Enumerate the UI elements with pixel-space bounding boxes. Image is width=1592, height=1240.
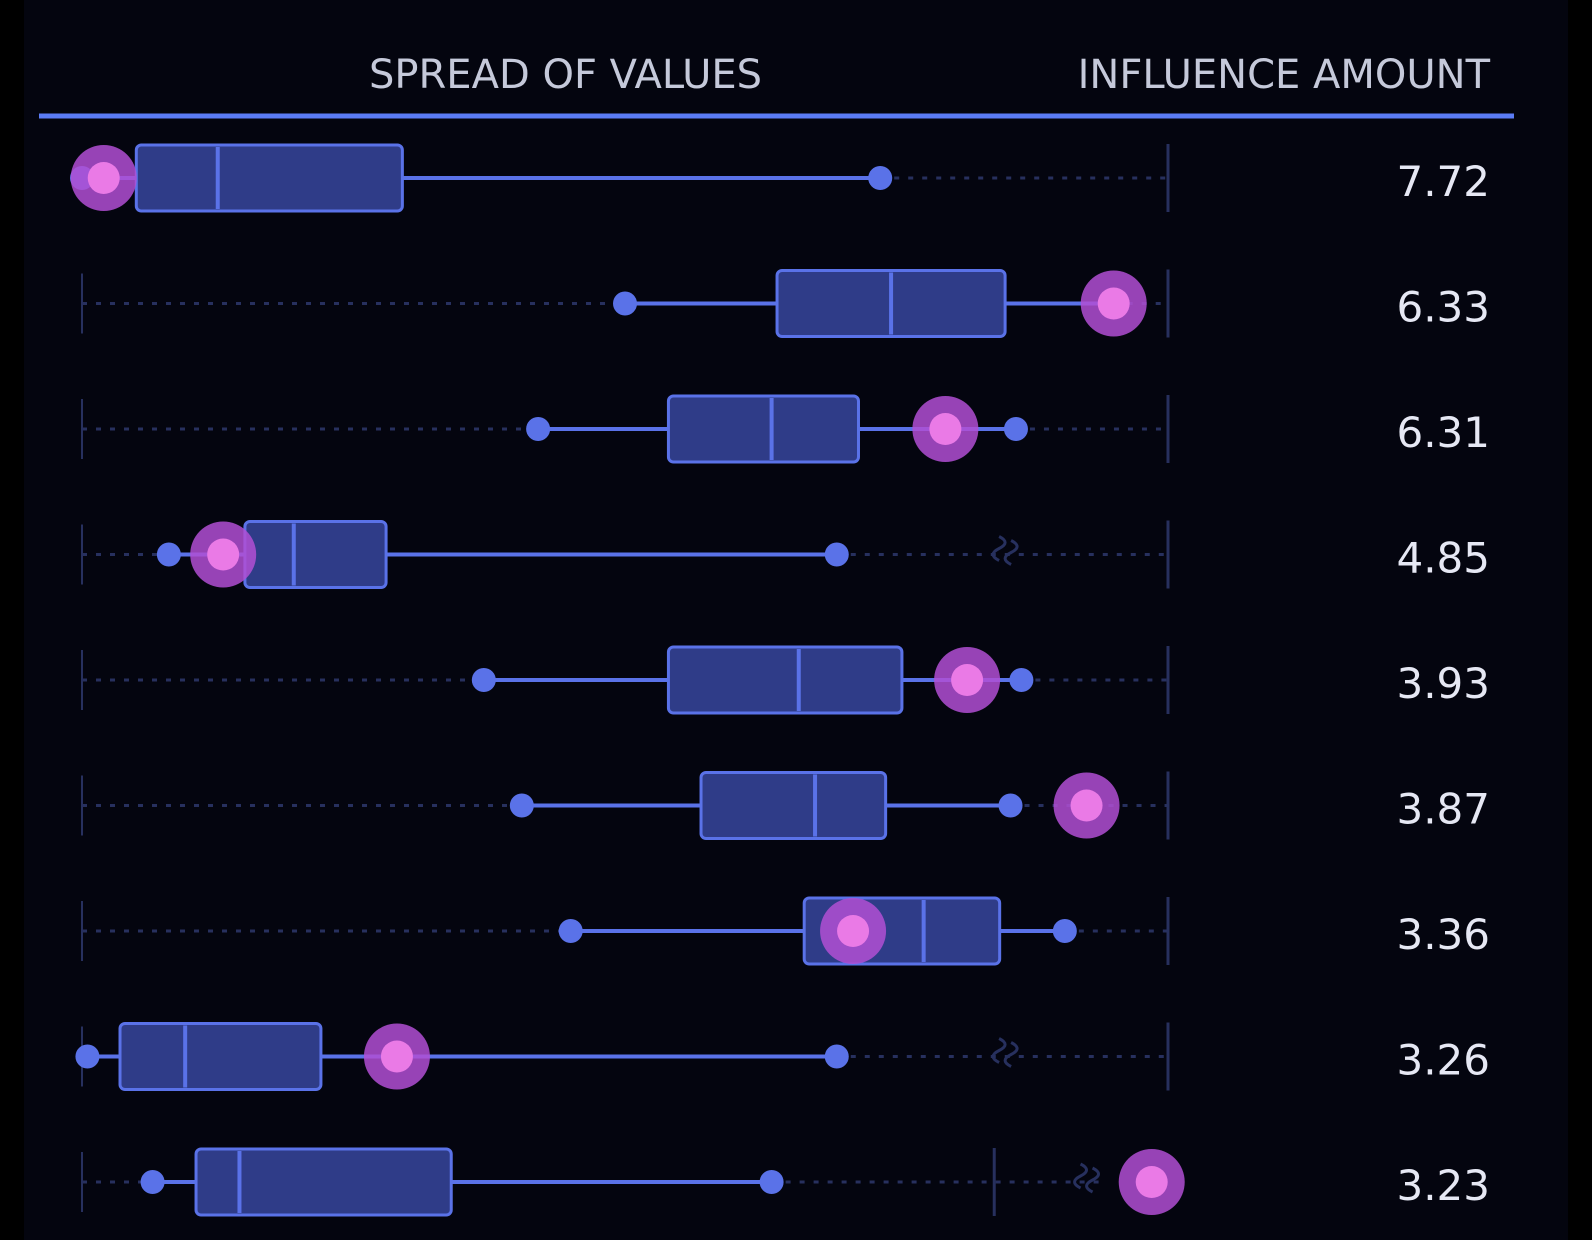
whisker-max-dot bbox=[759, 1170, 784, 1194]
whisker-min-dot bbox=[471, 668, 496, 692]
whisker-min-dot bbox=[558, 919, 583, 943]
whisker-max-dot bbox=[998, 793, 1023, 818]
marker-core bbox=[87, 162, 120, 194]
iqr-box bbox=[699, 771, 888, 840]
chart-panel: SPREAD OF VALUES INFLUENCE AMOUNT 7.72 6.… bbox=[24, 0, 1568, 1240]
whisker-min-dot bbox=[140, 1170, 165, 1194]
axis-break-icon bbox=[991, 535, 1019, 566]
iqr-box bbox=[243, 520, 388, 589]
marker-core bbox=[207, 538, 240, 571]
whisker-max-dot bbox=[1052, 919, 1077, 943]
influence-value: 3.87 bbox=[1396, 785, 1490, 834]
influence-column-header: INFLUENCE AMOUNT bbox=[1077, 52, 1490, 98]
whisker-max-dot bbox=[824, 542, 849, 567]
influence-value: 3.23 bbox=[1396, 1161, 1490, 1210]
whisker-min-dot bbox=[509, 793, 534, 818]
marker-core bbox=[929, 413, 962, 445]
whisker-min-dot bbox=[75, 1044, 100, 1069]
axis-break-icon bbox=[991, 1037, 1019, 1068]
whisker-max-dot bbox=[1009, 668, 1034, 692]
influence-value: 7.72 bbox=[1396, 157, 1490, 206]
iqr-box bbox=[134, 143, 404, 213]
marker-core bbox=[1097, 287, 1130, 320]
marker-core bbox=[951, 664, 984, 696]
spread-column-header: SPREAD OF VALUES bbox=[369, 52, 763, 98]
iqr-box bbox=[118, 1022, 323, 1091]
axis-break-icon bbox=[1073, 1162, 1101, 1194]
influence-value: 4.85 bbox=[1396, 534, 1490, 583]
iqr-box bbox=[666, 394, 860, 464]
whisker-min-dot bbox=[526, 417, 551, 441]
influence-value: 3.36 bbox=[1396, 910, 1490, 959]
iqr-box bbox=[194, 1147, 453, 1217]
whisker-max-dot bbox=[1003, 417, 1028, 441]
iqr-box bbox=[666, 645, 904, 715]
influence-value: 3.26 bbox=[1396, 1036, 1490, 1085]
influence-value: 6.33 bbox=[1396, 283, 1490, 332]
whisker-max-dot bbox=[824, 1044, 849, 1069]
marker-core bbox=[1070, 789, 1103, 822]
whisker-min-dot bbox=[156, 542, 181, 567]
influence-value: 6.31 bbox=[1396, 408, 1490, 457]
marker-core bbox=[837, 915, 870, 947]
whisker-min-dot bbox=[613, 291, 637, 316]
marker-core bbox=[380, 1040, 413, 1073]
marker-core bbox=[1135, 1166, 1168, 1198]
box-plot-chart: 7.72 6.33 6.31 4.85 3.93 3.87 3.36 3.26 3.23 bbox=[39, 113, 1514, 1217]
whisker-max-dot bbox=[868, 166, 893, 190]
influence-value: 3.93 bbox=[1396, 659, 1490, 708]
